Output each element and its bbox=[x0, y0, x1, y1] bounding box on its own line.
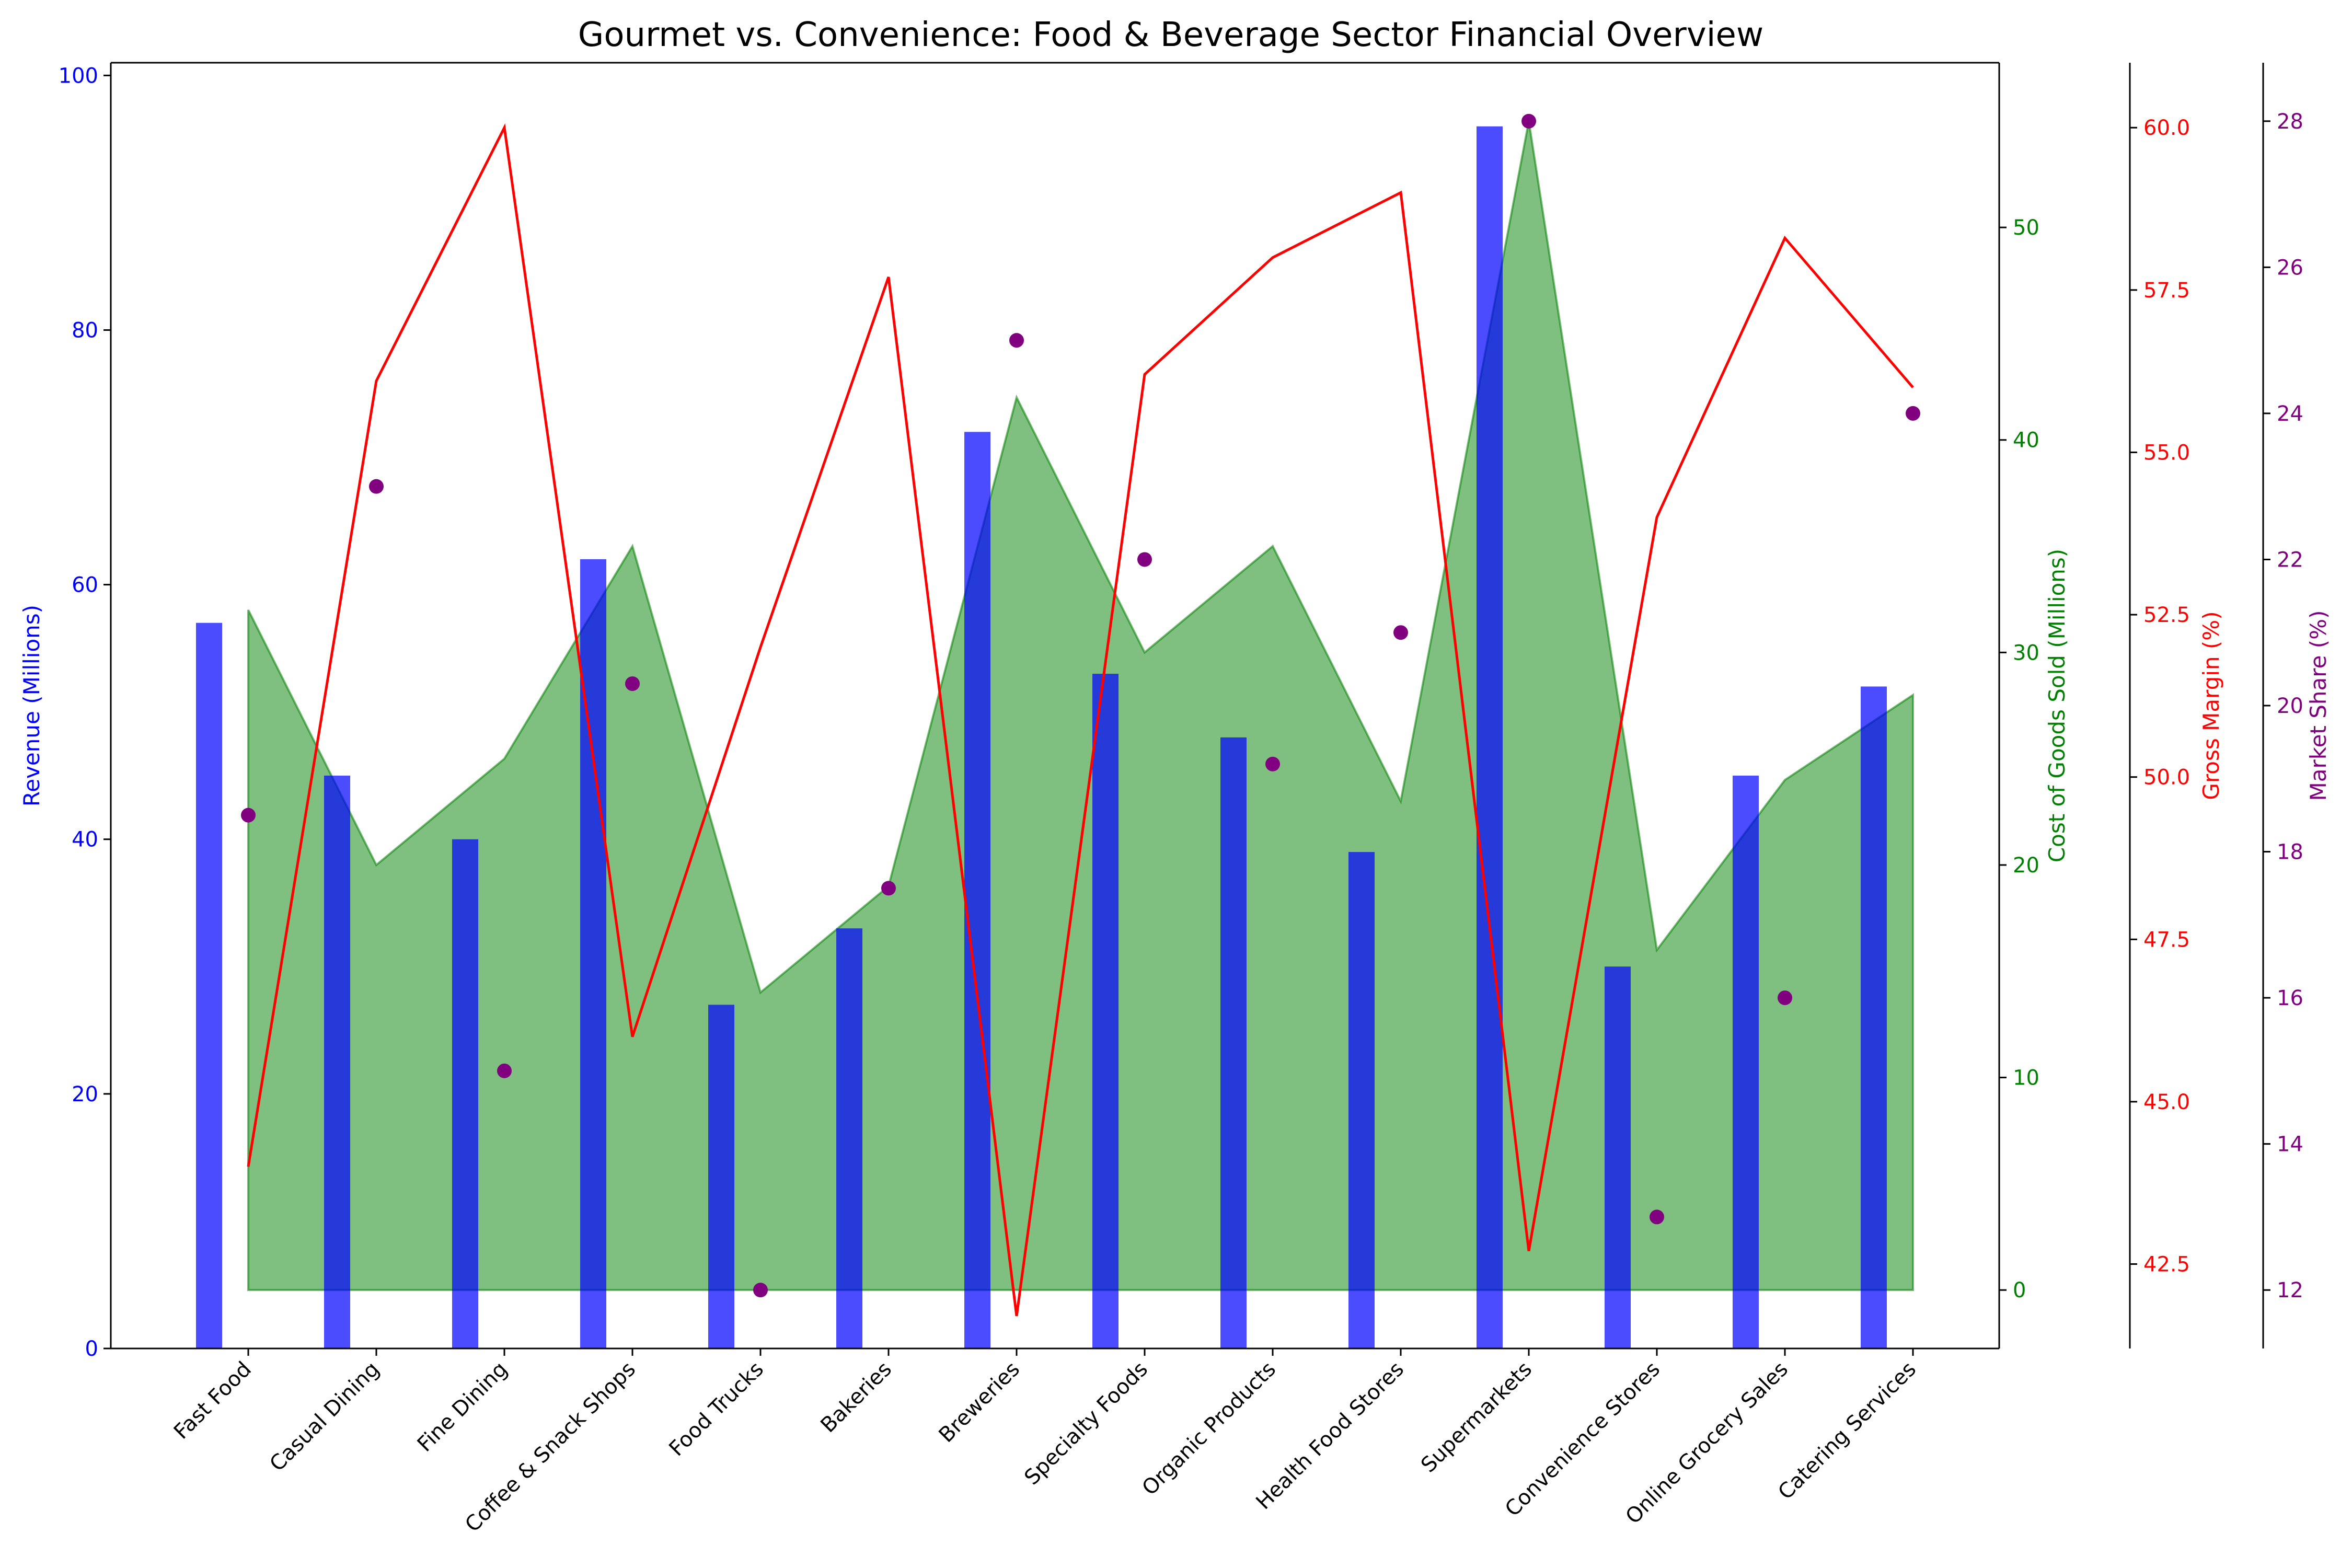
margin-axis-tick-label-6: 57.5 bbox=[2143, 279, 2190, 303]
margin-axis-tick-label-1: 45.0 bbox=[2143, 1090, 2190, 1114]
market-share-point-0 bbox=[241, 808, 256, 823]
revenue-bar-0 bbox=[196, 623, 222, 1348]
market-share-point-13 bbox=[1906, 406, 1920, 421]
revenue-axis-tick-label-0: 0 bbox=[85, 1337, 98, 1361]
revenue-axis-tick-label-3: 60 bbox=[72, 573, 98, 597]
market-share-point-3 bbox=[625, 676, 640, 691]
revenue-bar-1 bbox=[324, 776, 350, 1348]
revenue-axis-tick-label-4: 80 bbox=[72, 318, 98, 342]
share-axis-tick-label-7: 26 bbox=[2277, 256, 2303, 280]
share-axis-tick-label-5: 22 bbox=[2277, 548, 2303, 572]
share-axis-tick-label-3: 18 bbox=[2277, 840, 2303, 864]
revenue-axis-tick-label-5: 100 bbox=[59, 64, 98, 88]
revenue-bar-3 bbox=[580, 559, 606, 1348]
market-share-point-2 bbox=[497, 1064, 512, 1078]
market-share-point-12 bbox=[1778, 990, 1792, 1005]
revenue-bar-9 bbox=[1348, 852, 1375, 1348]
share-axis-tick-label-8: 28 bbox=[2277, 110, 2303, 134]
margin-axis-tick-label-7: 60.0 bbox=[2143, 116, 2190, 140]
margin-axis-tick-label-2: 47.5 bbox=[2143, 928, 2190, 952]
revenue-bar-11 bbox=[1605, 966, 1631, 1348]
cogs-axis-tick-label-1: 10 bbox=[2013, 1066, 2039, 1090]
share-axis-tick-label-1: 14 bbox=[2277, 1133, 2303, 1157]
revenue-bar-10 bbox=[1477, 126, 1503, 1348]
revenue-axis-tick-label-2: 40 bbox=[72, 828, 98, 852]
revenue-bar-7 bbox=[1092, 674, 1119, 1348]
cogs-axis-tick-label-0: 0 bbox=[2013, 1278, 2026, 1302]
market-share-point-7 bbox=[1137, 552, 1152, 567]
revenue-axis-label: Revenue (Millions) bbox=[19, 605, 44, 806]
chart-title: Gourmet vs. Convenience: Food & Beverage… bbox=[578, 16, 1763, 54]
share-axis-tick-label-0: 12 bbox=[2277, 1278, 2303, 1302]
revenue-bar-13 bbox=[1861, 686, 1887, 1348]
cogs-axis-tick-label-5: 50 bbox=[2013, 216, 2039, 240]
cogs-axis-tick-label-4: 40 bbox=[2013, 429, 2039, 453]
market-share-point-6 bbox=[1009, 333, 1024, 348]
revenue-axis-tick-label-1: 20 bbox=[72, 1082, 98, 1106]
revenue-bar-2 bbox=[452, 839, 478, 1348]
margin-axis-tick-label-5: 55.0 bbox=[2143, 441, 2190, 465]
margin-axis-tick-label-4: 52.5 bbox=[2143, 603, 2190, 627]
share-axis-tick-label-2: 16 bbox=[2277, 986, 2303, 1010]
margin-axis-tick-label-3: 50.0 bbox=[2143, 766, 2190, 790]
market-share-point-8 bbox=[1265, 757, 1280, 771]
market-share-point-1 bbox=[369, 479, 384, 494]
market-share-point-10 bbox=[1521, 114, 1536, 129]
margin-axis-label: Gross Margin (%) bbox=[2198, 611, 2224, 800]
market-share-point-4 bbox=[753, 1283, 768, 1297]
revenue-bar-8 bbox=[1220, 737, 1247, 1348]
share-axis-label: Market Share (%) bbox=[2305, 610, 2331, 801]
market-share-point-5 bbox=[881, 881, 896, 895]
revenue-bar-6 bbox=[964, 432, 990, 1348]
margin-axis-tick-label-0: 42.5 bbox=[2143, 1252, 2190, 1276]
revenue-bar-4 bbox=[708, 1005, 734, 1348]
cogs-axis-label: Cost of Goods Sold (Millions) bbox=[2044, 549, 2070, 862]
cogs-axis-tick-label-3: 30 bbox=[2013, 641, 2039, 665]
revenue-bar-5 bbox=[836, 928, 862, 1348]
cogs-axis-tick-label-2: 20 bbox=[2013, 854, 2039, 878]
share-axis-tick-label-4: 20 bbox=[2277, 694, 2303, 718]
market-share-point-11 bbox=[1650, 1209, 1664, 1224]
revenue-bar-12 bbox=[1733, 776, 1759, 1348]
market-share-point-9 bbox=[1393, 625, 1408, 640]
share-axis-tick-label-6: 24 bbox=[2277, 402, 2303, 426]
